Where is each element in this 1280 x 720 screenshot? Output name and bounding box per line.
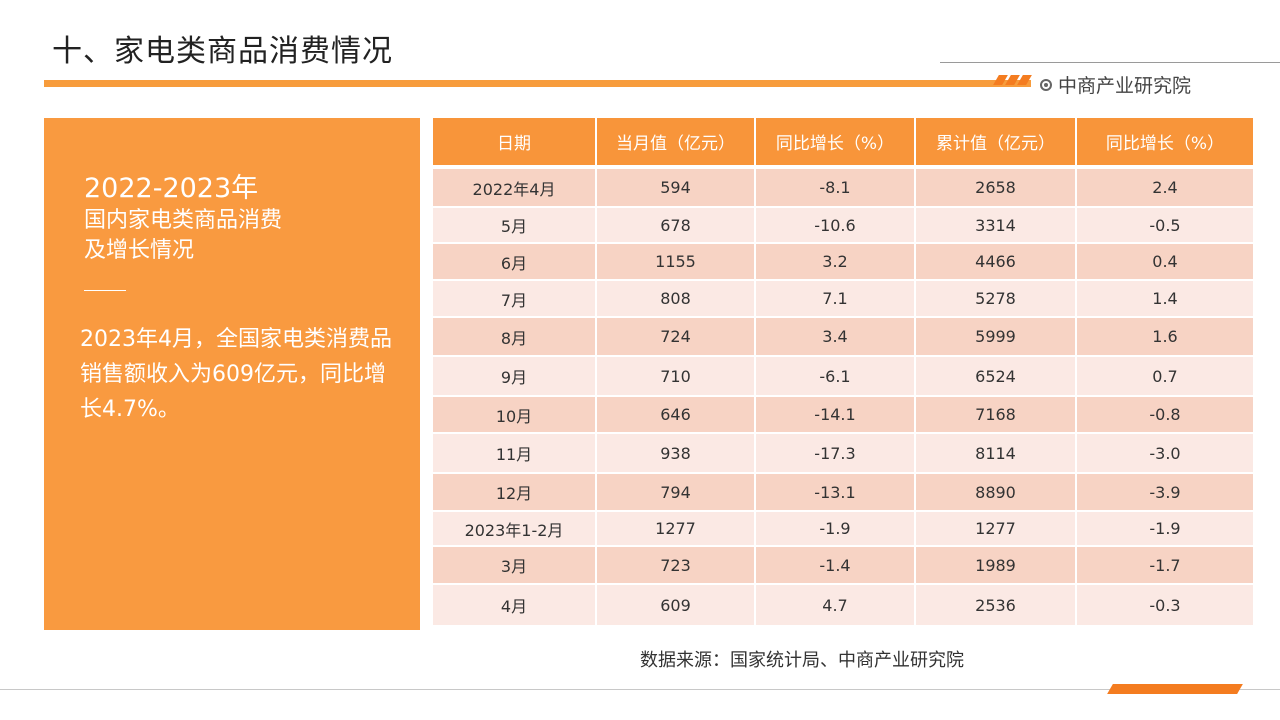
cell-cumulative-yoy: -1.7 — [1076, 545, 1253, 584]
cell-monthly: 723 — [596, 545, 756, 584]
cell-date: 2023年1-2月 — [433, 510, 597, 546]
cell-monthly: 938 — [596, 432, 756, 473]
brand-name: 中商产业研究院 — [1058, 75, 1192, 97]
cell-date: 7月 — [433, 279, 597, 317]
cell-cumulative: 1277 — [915, 510, 1077, 546]
table-row: 5月 678 -10.6 3314 -0.5 — [433, 206, 1253, 243]
table-row: 3月 723 -1.4 1989 -1.7 — [433, 545, 1253, 584]
cell-monthly: 594 — [596, 165, 756, 207]
cell-cumulative: 5999 — [915, 316, 1077, 356]
header-stripe-decoration — [993, 75, 1032, 87]
cell-cumulative-yoy: 2.4 — [1076, 165, 1253, 207]
cell-cumulative-yoy: -0.5 — [1076, 206, 1253, 243]
summary-year: 2022-2023年 — [84, 173, 259, 204]
page-title: 十、家电类商品消费情况 — [52, 34, 393, 69]
consumption-table: 日期 当月值（亿元） 同比增长（%） 累计值（亿元） 同比增长（%） 2022年… — [433, 118, 1253, 625]
header-thin-rule — [940, 62, 1280, 63]
cell-date: 2022年4月 — [433, 165, 597, 207]
col-header-monthly: 当月值（亿元） — [596, 118, 756, 167]
cell-cumulative-yoy: -0.8 — [1076, 395, 1253, 433]
footer-accent — [1107, 684, 1243, 694]
cell-cumulative-yoy: 1.4 — [1076, 279, 1253, 317]
table-row: 2022年4月 594 -8.1 2658 2.4 — [433, 165, 1253, 207]
col-header-date: 日期 — [433, 118, 597, 167]
cell-monthly-yoy: 4.7 — [755, 583, 916, 625]
cell-monthly-yoy: 7.1 — [755, 279, 916, 317]
cell-monthly-yoy: -17.3 — [755, 432, 916, 473]
table-row: 8月 724 3.4 5999 1.6 — [433, 316, 1253, 356]
cell-monthly: 710 — [596, 355, 756, 396]
cell-cumulative: 2536 — [915, 583, 1077, 625]
cell-date: 10月 — [433, 395, 597, 433]
cell-date: 9月 — [433, 355, 597, 396]
cell-date: 8月 — [433, 316, 597, 356]
cell-monthly: 808 — [596, 279, 756, 317]
summary-subtitle-line2: 及增长情况 — [84, 238, 195, 263]
cell-cumulative: 6524 — [915, 355, 1077, 396]
cell-cumulative: 1989 — [915, 545, 1077, 584]
cell-monthly: 646 — [596, 395, 756, 433]
summary-subtitle: 国内家电类商品消费 及增长情况 — [84, 206, 384, 266]
cell-date: 6月 — [433, 242, 597, 280]
cell-monthly: 678 — [596, 206, 756, 243]
cell-cumulative-yoy: 0.7 — [1076, 355, 1253, 396]
cell-monthly-yoy: -14.1 — [755, 395, 916, 433]
cell-cumulative-yoy: -3.0 — [1076, 432, 1253, 473]
brand-logo: 中商产业研究院 — [1040, 71, 1191, 98]
cell-monthly-yoy: -13.1 — [755, 472, 916, 511]
col-header-cumulative-yoy: 同比增长（%） — [1076, 118, 1253, 167]
cell-date: 4月 — [433, 583, 597, 625]
brand-logo-icon — [1040, 78, 1052, 91]
cell-cumulative-yoy: -0.3 — [1076, 583, 1253, 625]
cell-date: 3月 — [433, 545, 597, 584]
cell-cumulative: 8890 — [915, 472, 1077, 511]
cell-monthly-yoy: -10.6 — [755, 206, 916, 243]
title-underline — [44, 80, 1031, 87]
table-row: 12月 794 -13.1 8890 -3.9 — [433, 472, 1253, 511]
cell-monthly-yoy: -1.4 — [755, 545, 916, 584]
table-row: 7月 808 7.1 5278 1.4 — [433, 279, 1253, 317]
cell-cumulative-yoy: 0.4 — [1076, 242, 1253, 280]
cell-cumulative-yoy: 1.6 — [1076, 316, 1253, 356]
col-header-monthly-yoy: 同比增长（%） — [755, 118, 916, 167]
cell-monthly: 609 — [596, 583, 756, 625]
summary-text: 2023年4月，全国家电类消费品销售额收入为609亿元，同比增长4.7%。 — [80, 327, 392, 422]
cell-cumulative-yoy: -3.9 — [1076, 472, 1253, 511]
cell-monthly-yoy: -1.9 — [755, 510, 916, 546]
table-row: 4月 609 4.7 2536 -0.3 — [433, 583, 1253, 625]
cell-monthly-yoy: -6.1 — [755, 355, 916, 396]
summary-subtitle-line1: 国内家电类商品消费 — [84, 208, 283, 233]
cell-date: 5月 — [433, 206, 597, 243]
footer-rule — [0, 689, 1280, 690]
cell-monthly-yoy: -8.1 — [755, 165, 916, 207]
cell-monthly: 1155 — [596, 242, 756, 280]
cell-cumulative: 4466 — [915, 242, 1077, 280]
cell-cumulative: 3314 — [915, 206, 1077, 243]
cell-monthly-yoy: 3.4 — [755, 316, 916, 356]
summary-divider — [84, 290, 126, 291]
cell-monthly: 724 — [596, 316, 756, 356]
cell-cumulative-yoy: -1.9 — [1076, 510, 1253, 546]
cell-cumulative: 2658 — [915, 165, 1077, 207]
table-row: 11月 938 -17.3 8114 -3.0 — [433, 432, 1253, 473]
cell-monthly: 794 — [596, 472, 756, 511]
cell-date: 11月 — [433, 432, 597, 473]
table-row: 10月 646 -14.1 7168 -0.8 — [433, 395, 1253, 433]
cell-date: 12月 — [433, 472, 597, 511]
table-row: 2023年1-2月 1277 -1.9 1277 -1.9 — [433, 510, 1253, 546]
data-source-note: 数据来源：国家统计局、中商产业研究院 — [640, 650, 964, 671]
cell-cumulative: 8114 — [915, 432, 1077, 473]
table-header-row: 日期 当月值（亿元） 同比增长（%） 累计值（亿元） 同比增长（%） — [433, 118, 1253, 167]
cell-monthly: 1277 — [596, 510, 756, 546]
cell-monthly-yoy: 3.2 — [755, 242, 916, 280]
cell-cumulative: 5278 — [915, 279, 1077, 317]
cell-cumulative: 7168 — [915, 395, 1077, 433]
col-header-cumulative: 累计值（亿元） — [915, 118, 1077, 167]
table-row: 9月 710 -6.1 6524 0.7 — [433, 355, 1253, 396]
table-row: 6月 1155 3.2 4466 0.4 — [433, 242, 1253, 280]
summary-panel: 2022-2023年 国内家电类商品消费 及增长情况 2023年4月，全国家电类… — [44, 118, 420, 630]
